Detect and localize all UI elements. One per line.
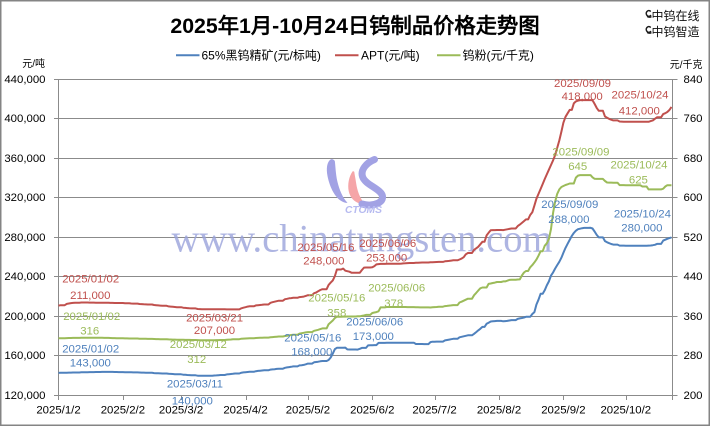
svg-text:248,000: 248,000 [303,256,344,268]
svg-text:440,000: 440,000 [4,74,45,86]
svg-text:2025/10/24: 2025/10/24 [610,160,667,172]
svg-text:2025/01/02: 2025/01/02 [63,311,120,323]
svg-text:358: 358 [327,307,346,319]
svg-text:中钨在线: 中钨在线 [652,8,700,23]
svg-text:2025/10/24: 2025/10/24 [614,209,671,221]
svg-text:645: 645 [568,161,587,173]
svg-text:2025/10/24: 2025/10/24 [611,90,668,102]
svg-text:2025/5/2: 2025/5/2 [286,405,330,417]
svg-text:2025/09/09: 2025/09/09 [554,78,611,90]
svg-text:360,000: 360,000 [4,153,45,165]
svg-text:2025/09/09: 2025/09/09 [541,199,598,211]
svg-text:2025/8/2: 2025/8/2 [477,405,521,417]
svg-text:143,000: 143,000 [70,357,111,369]
svg-text:65%黑钨精矿(元/标吨): 65%黑钨精矿(元/标吨) [202,47,321,62]
svg-text:2025/06/06: 2025/06/06 [359,238,416,250]
svg-text:2025/7/2: 2025/7/2 [412,405,456,417]
svg-text:378: 378 [384,298,403,310]
svg-text:2025/03/11: 2025/03/11 [167,379,223,391]
svg-text:元/吨: 元/吨 [22,57,45,70]
svg-text:2025/06/06: 2025/06/06 [346,316,403,328]
svg-text:288,000: 288,000 [548,214,589,226]
svg-text:2025/05/16: 2025/05/16 [284,332,341,344]
svg-text:440: 440 [684,271,703,283]
svg-text:2025/6/2: 2025/6/2 [350,405,394,417]
svg-text:2025/10/2: 2025/10/2 [600,405,651,417]
svg-text:760: 760 [684,113,703,125]
svg-text:312: 312 [187,354,206,366]
svg-text:钨粉(元/千克): 钨粉(元/千克) [463,47,534,62]
svg-text:625: 625 [629,174,648,186]
svg-text:280: 280 [684,350,703,362]
svg-text:160,000: 160,000 [4,350,45,362]
svg-text:2025年1月-10月24日钨制品价格走势图: 2025年1月-10月24日钨制品价格走势图 [170,13,539,38]
svg-text:207,000: 207,000 [194,325,235,337]
svg-text:2025/03/12: 2025/03/12 [170,339,227,351]
svg-text:140,000: 140,000 [172,396,213,408]
svg-text:中钨智造: 中钨智造 [652,24,700,39]
svg-text:元/千克: 元/千克 [670,59,703,71]
svg-text:2025/05/16: 2025/05/16 [297,242,354,254]
svg-text:2025/03/21: 2025/03/21 [186,313,243,325]
svg-text:418,000: 418,000 [562,91,603,103]
svg-text:2025/1/2: 2025/1/2 [36,405,80,417]
svg-text:200,000: 200,000 [4,311,45,323]
svg-text:2025/06/06: 2025/06/06 [368,283,425,295]
svg-text:200: 200 [684,390,703,402]
svg-text:CTOMS: CTOMS [345,204,382,216]
svg-text:680: 680 [684,153,703,165]
svg-text:2025/05/16: 2025/05/16 [308,293,365,305]
svg-text:173,000: 173,000 [353,331,394,343]
svg-text:320,000: 320,000 [4,192,45,204]
svg-text:2025/9/2: 2025/9/2 [541,405,585,417]
svg-text:2025/4/2: 2025/4/2 [223,405,267,417]
svg-text:600: 600 [684,192,703,204]
svg-text:240,000: 240,000 [4,271,45,283]
svg-text:211,000: 211,000 [70,290,110,302]
svg-text:280,000: 280,000 [621,223,662,235]
svg-text:2025/2/2: 2025/2/2 [101,405,145,417]
svg-text:280,000: 280,000 [4,232,45,244]
svg-text:APT(元/吨): APT(元/吨) [361,48,420,62]
svg-text:120,000: 120,000 [4,390,45,402]
svg-text:2025/01/02: 2025/01/02 [62,343,119,355]
svg-text:400,000: 400,000 [4,113,45,125]
svg-text:253,000: 253,000 [366,253,407,265]
svg-text:2025/3/2: 2025/3/2 [159,405,203,417]
svg-text:2025/01/02: 2025/01/02 [62,274,119,286]
svg-text:360: 360 [684,311,703,323]
svg-text:168,000: 168,000 [291,346,332,358]
svg-text:840: 840 [684,74,703,86]
svg-text:www.chinatungsten.com: www.chinatungsten.com [172,218,553,261]
svg-text:2025/09/09: 2025/09/09 [552,147,609,159]
svg-text:316: 316 [80,325,99,337]
svg-text:412,000: 412,000 [619,105,660,117]
svg-text:520: 520 [684,232,703,244]
